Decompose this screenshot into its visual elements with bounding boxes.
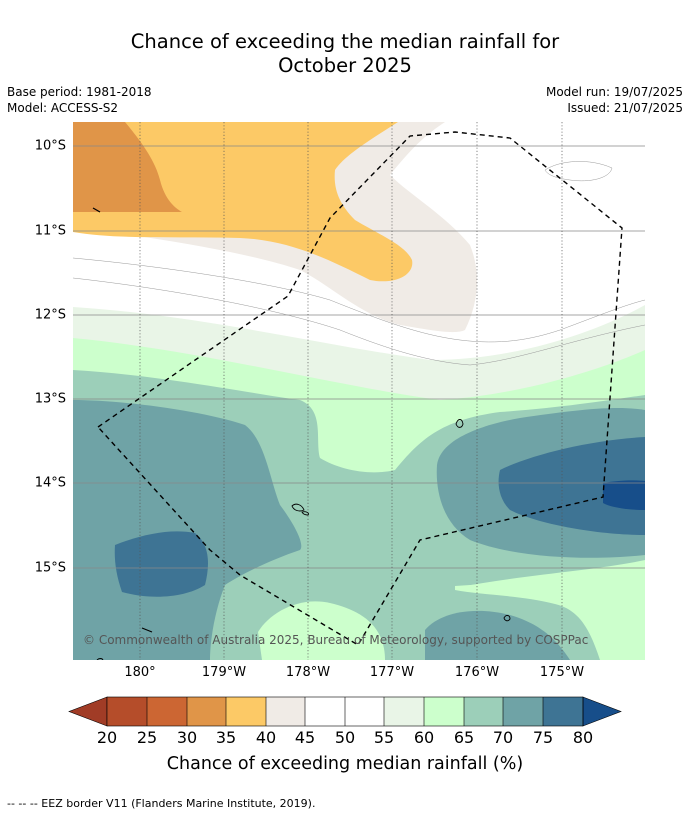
colorbar-swatch-60-65	[424, 697, 464, 726]
eez-border-fragment	[92, 207, 101, 213]
meta-right: Model run: 19/07/2025 Issued: 21/07/2025	[546, 84, 683, 116]
lat-label-15s: 15°S	[34, 560, 66, 576]
zone-60-65-s	[258, 601, 385, 660]
colorbar-swatch-30-35	[187, 697, 226, 726]
meridians	[139, 122, 563, 660]
zone-60-65-se	[455, 565, 645, 660]
lat-label-12s: 12°S	[34, 307, 66, 323]
zone-70-75-south	[425, 610, 570, 660]
island-5	[96, 658, 104, 660]
lon-label-176w: 176°W	[454, 665, 500, 680]
colorbar-label-45: 45	[294, 728, 316, 747]
colorbar-label-50: 50	[334, 728, 356, 747]
colorbar-swatch-25-30	[147, 697, 187, 726]
meta-left: Base period: 1981-2018 Model: ACCESS-S2	[7, 84, 152, 116]
lon-label-177w: 177°W	[369, 665, 415, 680]
lat-label-13s: 13°S	[34, 391, 66, 407]
island-4	[503, 615, 511, 622]
eez-border	[96, 131, 623, 646]
colorbar-label-40: 40	[255, 728, 277, 747]
colorbar-swatch-75-80	[543, 697, 583, 726]
contour-line-2	[73, 277, 645, 366]
zone-35-40	[73, 122, 413, 282]
zone-80-plus	[603, 480, 645, 510]
island-3	[455, 419, 464, 428]
lat-label-11s: 11°S	[34, 223, 66, 239]
rainfall-map	[73, 122, 645, 660]
lon-label-179w: 179°W	[201, 665, 247, 680]
contour-line-1	[73, 257, 645, 343]
model-run: Model run: 19/07/2025	[545, 85, 683, 99]
base-period: Base period: 1981-2018	[7, 85, 152, 99]
gridlines	[73, 145, 645, 569]
eez-border-fragment-2	[141, 627, 153, 633]
island-1	[291, 503, 305, 512]
lon-label-180: 180°	[124, 665, 156, 680]
copyright-notice: © Commonwealth of Australia 2025, Bureau…	[83, 633, 589, 647]
map-title: Chance of exceeding the median rainfall …	[0, 30, 690, 78]
colorbar-label-75: 75	[532, 728, 554, 747]
contour-lines	[73, 161, 645, 366]
colorbar-swatch-20-25	[107, 697, 147, 726]
lat-label-10s: 10°S	[34, 138, 66, 154]
colorbar-title: Chance of exceeding median rainfall (%)	[166, 754, 524, 774]
colorbar-label-65: 65	[453, 728, 475, 747]
island-2	[301, 511, 309, 516]
model-name: Model: ACCESS-S2	[7, 101, 119, 115]
colorbar-arrow-high	[582, 696, 622, 727]
title-line-2: October 2025	[278, 54, 412, 77]
colorbar-swatch-70-75	[503, 697, 543, 726]
lat-label-14s: 14°S	[34, 475, 66, 491]
colorbar-swatch-55-60	[384, 697, 424, 726]
colorbar-label-55: 55	[373, 728, 395, 747]
zone-30-35	[73, 122, 182, 212]
colorbar-dividers	[106, 696, 584, 727]
lon-label-175w: 175°W	[539, 665, 585, 680]
colorbar-label-35: 35	[215, 728, 237, 747]
issued-date: Issued: 21/07/2025	[567, 101, 683, 115]
islands	[96, 419, 511, 660]
colorbar-swatch-40-45	[266, 697, 305, 726]
colorbar-label-80: 80	[572, 728, 594, 747]
eez-footnote: -- -- -- EEZ border V11 (Flanders Marine…	[7, 797, 316, 810]
colorbar-swatch-65-70	[464, 697, 503, 726]
colorbar-label-60: 60	[413, 728, 435, 747]
colorbar-swatch-50-55	[345, 697, 384, 726]
rainfall-map-svg	[73, 122, 645, 660]
contour-line-3	[544, 161, 613, 182]
zone-70-75-west	[73, 400, 302, 660]
colorbar-label-25: 25	[136, 728, 158, 747]
title-line-1: Chance of exceeding the median rainfall …	[130, 30, 560, 53]
colorbar-swatch-45-50	[305, 697, 345, 726]
colorbar-label-20: 20	[96, 728, 118, 747]
colorbar-arrow-low	[68, 696, 108, 727]
colorbar-swatch-35-40	[226, 697, 266, 726]
zone-75-80-east	[498, 437, 645, 535]
zone-75-80-west	[114, 531, 208, 597]
lon-label-178w: 178°W	[285, 665, 331, 680]
colorbar-label-70: 70	[492, 728, 514, 747]
colorbar-label-30: 30	[176, 728, 198, 747]
